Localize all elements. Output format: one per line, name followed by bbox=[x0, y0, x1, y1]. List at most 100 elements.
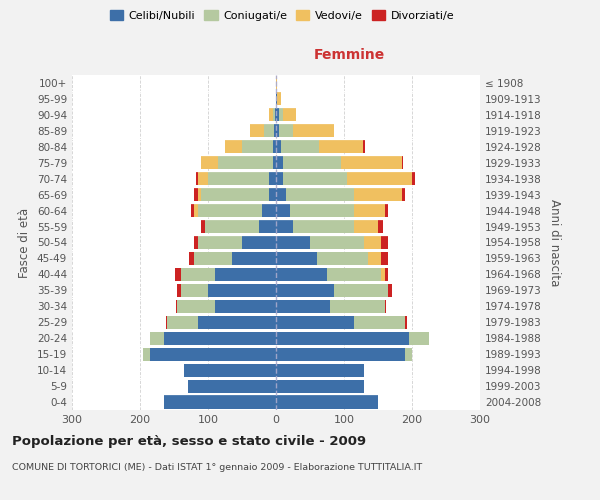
Bar bbox=[280, 108, 283, 122]
Bar bbox=[354, 188, 402, 201]
Bar bbox=[274, 124, 276, 138]
Bar bbox=[272, 156, 276, 170]
Bar bbox=[341, 156, 402, 170]
Bar bbox=[281, 140, 319, 153]
Text: Femmine: Femmine bbox=[314, 48, 385, 62]
Text: Popolazione per età, sesso e stato civile - 2009: Popolazione per età, sesso e stato civil… bbox=[12, 435, 366, 448]
Bar bbox=[167, 316, 198, 329]
Bar bbox=[194, 236, 198, 249]
Bar bbox=[382, 236, 388, 249]
Bar bbox=[188, 380, 276, 392]
Bar bbox=[198, 316, 276, 329]
Bar bbox=[184, 364, 276, 376]
Bar bbox=[276, 364, 364, 376]
Bar bbox=[164, 332, 276, 345]
Bar bbox=[385, 268, 388, 281]
Bar bbox=[276, 348, 405, 360]
Bar bbox=[150, 332, 164, 345]
Bar bbox=[250, 124, 264, 138]
Bar bbox=[269, 172, 276, 185]
Bar bbox=[382, 252, 388, 265]
Bar bbox=[208, 284, 276, 297]
Bar bbox=[402, 188, 405, 201]
Bar bbox=[334, 284, 388, 297]
Bar bbox=[276, 220, 293, 233]
Bar bbox=[201, 188, 269, 201]
Bar bbox=[276, 108, 280, 122]
Bar bbox=[385, 204, 388, 217]
Bar bbox=[276, 268, 327, 281]
Bar bbox=[201, 220, 205, 233]
Bar bbox=[176, 300, 178, 313]
Bar bbox=[405, 348, 412, 360]
Bar bbox=[269, 108, 272, 122]
Bar bbox=[276, 188, 286, 201]
Bar bbox=[225, 140, 242, 153]
Bar bbox=[319, 140, 363, 153]
Bar bbox=[166, 316, 167, 329]
Bar bbox=[385, 300, 386, 313]
Bar bbox=[276, 300, 331, 313]
Bar bbox=[194, 188, 198, 201]
Bar bbox=[283, 172, 347, 185]
Bar bbox=[354, 220, 378, 233]
Bar bbox=[205, 220, 259, 233]
Bar bbox=[269, 188, 276, 201]
Bar bbox=[275, 108, 276, 122]
Bar bbox=[232, 252, 276, 265]
Bar bbox=[276, 332, 409, 345]
Bar bbox=[286, 188, 354, 201]
Bar bbox=[194, 252, 232, 265]
Bar bbox=[181, 284, 208, 297]
Bar bbox=[201, 156, 218, 170]
Text: COMUNE DI TORTORICI (ME) - Dati ISTAT 1° gennaio 2009 - Elaborazione TUTTITALIA.: COMUNE DI TORTORICI (ME) - Dati ISTAT 1°… bbox=[12, 462, 422, 471]
Bar bbox=[276, 92, 277, 106]
Bar bbox=[412, 172, 415, 185]
Bar bbox=[388, 284, 392, 297]
Y-axis label: Anni di nascita: Anni di nascita bbox=[548, 199, 561, 286]
Bar bbox=[368, 252, 382, 265]
Bar bbox=[208, 172, 269, 185]
Bar bbox=[242, 236, 276, 249]
Bar bbox=[382, 268, 385, 281]
Bar bbox=[150, 348, 276, 360]
Bar bbox=[276, 172, 283, 185]
Bar bbox=[327, 268, 382, 281]
Bar bbox=[347, 172, 412, 185]
Bar bbox=[405, 316, 407, 329]
Bar bbox=[242, 140, 272, 153]
Bar bbox=[354, 204, 385, 217]
Bar bbox=[277, 92, 281, 106]
Bar bbox=[264, 124, 274, 138]
Bar bbox=[276, 316, 354, 329]
Bar bbox=[276, 236, 310, 249]
Bar bbox=[276, 380, 364, 392]
Bar bbox=[198, 172, 208, 185]
Bar bbox=[164, 396, 276, 408]
Bar bbox=[276, 140, 281, 153]
Bar bbox=[276, 124, 280, 138]
Legend: Celibi/Nubili, Coniugati/e, Vedovi/e, Divorziati/e: Celibi/Nubili, Coniugati/e, Vedovi/e, Di… bbox=[106, 6, 458, 25]
Bar bbox=[276, 252, 317, 265]
Bar bbox=[409, 332, 429, 345]
Bar bbox=[276, 204, 290, 217]
Bar bbox=[402, 156, 403, 170]
Bar bbox=[280, 124, 293, 138]
Bar bbox=[175, 268, 181, 281]
Bar bbox=[364, 236, 382, 249]
Bar bbox=[354, 316, 405, 329]
Bar bbox=[283, 108, 296, 122]
Bar bbox=[178, 300, 215, 313]
Bar bbox=[276, 284, 334, 297]
Bar bbox=[293, 124, 334, 138]
Bar bbox=[276, 76, 277, 90]
Bar bbox=[272, 108, 275, 122]
Bar bbox=[259, 220, 276, 233]
Bar bbox=[272, 140, 276, 153]
Bar bbox=[276, 396, 378, 408]
Bar bbox=[215, 300, 276, 313]
Bar bbox=[178, 284, 181, 297]
Bar bbox=[189, 252, 194, 265]
Bar bbox=[198, 236, 242, 249]
Bar bbox=[191, 204, 194, 217]
